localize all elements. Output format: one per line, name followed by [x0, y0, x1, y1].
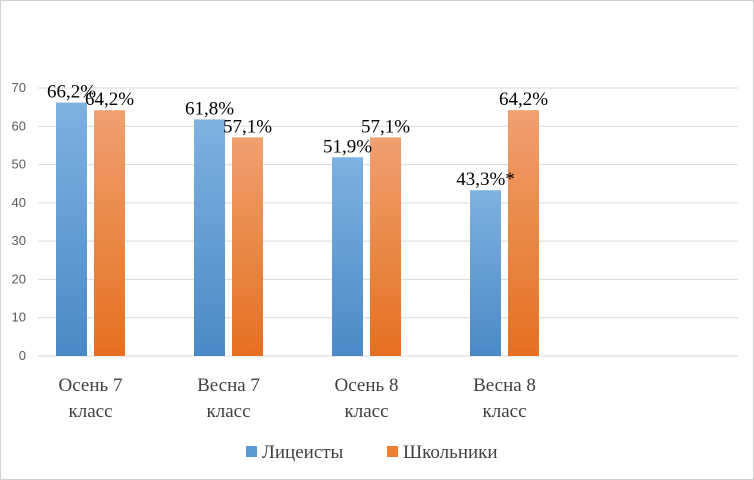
y-axis-ticks: 0 10 20 30 40 50 60 70 — [12, 80, 26, 363]
x-category-label: Весна 7 — [197, 375, 260, 396]
legend-label-shkol: Школьники — [403, 442, 498, 463]
bar-licei-1 — [194, 119, 225, 356]
x-category-label: класс — [482, 401, 526, 422]
data-label: 64,2% — [85, 89, 134, 110]
data-label: 43,3%* — [456, 169, 515, 190]
data-label: 64,2% — [499, 89, 548, 110]
legend: Лицеисты Школьники — [246, 442, 498, 463]
bar-shkol-3 — [508, 110, 539, 356]
y-tick-label: 0 — [19, 348, 26, 363]
bar-shkol-2 — [370, 137, 401, 356]
y-tick-label: 10 — [12, 310, 26, 325]
data-label: 51,9% — [323, 136, 372, 157]
y-tick-label: 70 — [12, 80, 26, 95]
legend-label-licei: Лицеисты — [262, 442, 344, 463]
y-tick-label: 40 — [12, 195, 26, 210]
y-tick-label: 50 — [12, 157, 26, 172]
data-label: 57,1% — [223, 116, 272, 137]
x-category-label: Осень 8 — [335, 375, 399, 396]
y-tick-label: 30 — [12, 233, 26, 248]
bar-shkol-0 — [94, 110, 125, 356]
data-labels: 66,2%64,2% 61,8%57,1%51,9%57,1%43,3%*64,2… — [47, 82, 548, 191]
x-category-label: Осень 7 — [59, 375, 123, 396]
bar-licei-2 — [332, 157, 363, 356]
y-tick-label: 20 — [12, 271, 26, 286]
legend-swatch-shkol — [387, 446, 398, 457]
bar-shkol-1 — [232, 137, 263, 356]
data-label: 61,8% — [185, 98, 234, 119]
x-category-label: класс — [206, 401, 250, 422]
bar-licei-3 — [470, 190, 501, 356]
x-category-label: Весна 8 — [473, 375, 536, 396]
bars — [56, 102, 539, 356]
x-category-label: класс — [68, 401, 112, 422]
data-label: 66,2% — [47, 82, 96, 103]
x-category-label: класс — [344, 401, 388, 422]
legend-swatch-licei — [246, 446, 257, 457]
y-tick-label: 60 — [12, 118, 26, 133]
x-axis-categories: Осень 7 класс Весна 7 класс Осень 8 класс Весн… — [59, 375, 536, 422]
bar-licei-0 — [56, 102, 87, 356]
data-label: 57,1% — [361, 116, 410, 137]
